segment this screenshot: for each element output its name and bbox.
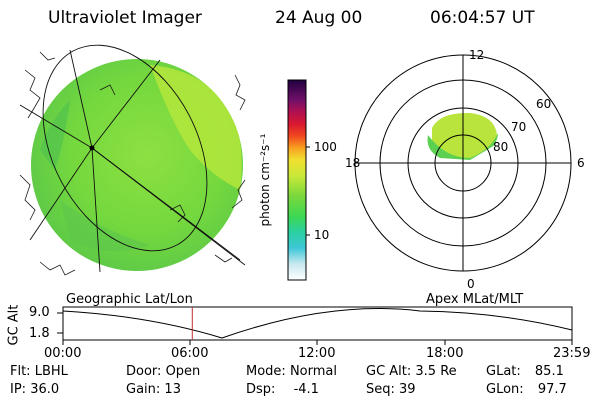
instrument-title: Ultraviolet Imager [48, 8, 202, 28]
polar-plot [354, 54, 572, 272]
timeline-right-title: Apex MLat/MLT [426, 292, 524, 307]
time-label: 06:04:57 UT [430, 8, 535, 28]
timeline-ytick-1.8: 1.8 [29, 326, 50, 341]
status-dsp: Dsp: -4.1 [246, 382, 319, 397]
mlat-label-80: 80 [493, 140, 509, 154]
timeline-left-title: Geographic Lat/Lon [66, 292, 193, 307]
timeline-ytick-9: 9.0 [29, 305, 50, 320]
timeline-xtick-0600: 06:00 [171, 346, 209, 361]
status-seq: Seq: 39 [366, 382, 416, 397]
timeline-xtick-2359: 23:59 [553, 346, 591, 361]
colorbar-tick-100: 100 [314, 140, 337, 154]
mlt-label-18: 18 [345, 156, 361, 170]
status-glat: GLat: 85.1 [486, 364, 564, 379]
orbit-timeline [57, 306, 573, 345]
timeline-y-axis-label: GC Alt [6, 304, 22, 346]
status-door: Door: Open [126, 364, 201, 379]
status-gc-alt: GC Alt: 3.5 Re [366, 364, 457, 379]
mlt-label-0: 0 [467, 277, 475, 291]
status-mode: Mode: Normal [246, 364, 337, 379]
colorbar-unit-label: photon cm⁻²s⁻¹ [258, 133, 272, 227]
date-label: 24 Aug 00 [275, 8, 363, 28]
colorbar-tick-10: 10 [314, 228, 330, 242]
timeline-xtick-1800: 18:00 [426, 346, 464, 361]
earth-disk-image [19, 44, 246, 276]
colorbar-ticks [306, 146, 310, 236]
timeline-xtick-1200: 12:00 [298, 346, 336, 361]
status-filter: Flt: LBHL [10, 364, 68, 379]
colorbar [287, 79, 307, 281]
mlt-label-12: 12 [469, 48, 485, 62]
mlt-label-6: 6 [577, 156, 585, 170]
status-gain: Gain: 13 [126, 382, 181, 397]
mlat-label-70: 70 [511, 120, 527, 134]
status-glon: GLon: 97.7 [486, 382, 567, 397]
mlat-label-60: 60 [536, 97, 552, 111]
timeline-xtick-0000: 00:00 [44, 346, 82, 361]
status-ip: IP: 36.0 [10, 382, 60, 397]
